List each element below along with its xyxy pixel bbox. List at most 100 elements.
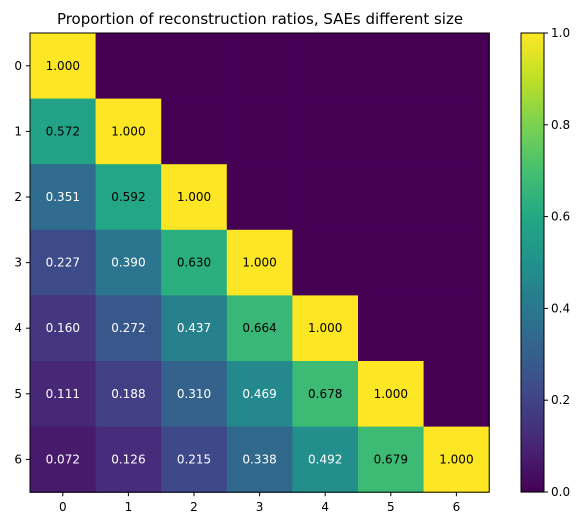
colorbar-segment	[521, 457, 544, 462]
heatmap-cell	[161, 33, 228, 100]
colorbar-segment	[521, 258, 544, 264]
colorbar-segment	[521, 224, 544, 229]
heatmap-cell	[30, 164, 97, 231]
colorbar-segment	[521, 396, 544, 401]
heatmap-cell	[358, 98, 425, 165]
colorbar-segment	[521, 247, 544, 252]
colorbar-segment	[521, 381, 544, 386]
cell-value-label: 1.000	[111, 124, 145, 138]
colorbar-segment	[521, 469, 544, 474]
cell-value-label: 1.000	[177, 190, 211, 204]
colorbar-segment	[521, 216, 544, 222]
colorbar-segment	[521, 109, 544, 114]
colorbar-segment	[521, 90, 544, 95]
colorbar-segment	[521, 63, 544, 69]
colorbar-segment	[521, 438, 544, 443]
x-tick-label: 3	[256, 500, 264, 514]
colorbar-segment	[521, 312, 544, 317]
cell-value-label: 0.227	[46, 256, 80, 270]
colorbar-segment	[521, 186, 544, 191]
colorbar-segment	[521, 220, 544, 225]
colorbar-segment	[521, 327, 544, 332]
colorbar-tick-label: 0.2	[551, 393, 570, 407]
colorbar-segment	[521, 33, 544, 38]
cell-value-label: 0.679	[374, 452, 408, 466]
heatmap-cell	[226, 229, 293, 296]
heatmap-cell	[30, 295, 97, 362]
heatmap-cell	[423, 229, 490, 296]
colorbar-segment	[521, 170, 544, 176]
heatmap-cell	[30, 426, 97, 493]
heatmap-cell	[226, 98, 293, 165]
colorbar-segment	[521, 132, 544, 137]
colorbar-segment	[521, 124, 544, 130]
chart-title: Proportion of reconstruction ratios, SAE…	[57, 10, 463, 28]
heatmap-cell	[226, 426, 293, 493]
y-tick-label: 1	[14, 124, 22, 138]
colorbar-segment	[521, 197, 544, 202]
colorbar-segment	[521, 316, 544, 321]
heatmap-cell	[95, 229, 162, 296]
colorbar-segment	[521, 212, 544, 218]
colorbar-segment	[521, 262, 544, 267]
colorbar-segment	[521, 335, 544, 340]
y-tick-label: 6	[14, 452, 22, 466]
colorbar-segment	[521, 308, 544, 313]
colorbar-segment	[521, 147, 544, 153]
colorbar-segment	[521, 342, 544, 348]
colorbar-segment	[521, 384, 544, 390]
colorbar-segment	[521, 52, 544, 57]
colorbar-segment	[521, 476, 544, 482]
heatmap-cell	[423, 361, 490, 428]
colorbar-segment	[521, 346, 544, 352]
colorbar-segment	[521, 400, 544, 405]
cell-value-label: 0.338	[242, 452, 276, 466]
colorbar-segment	[521, 488, 544, 493]
heatmap-cell	[95, 164, 162, 231]
heatmap-cell	[30, 33, 97, 100]
colorbar-segment	[521, 166, 544, 172]
colorbar-segment	[521, 365, 544, 371]
colorbar-segment	[521, 105, 544, 111]
x-tick-label: 5	[387, 500, 395, 514]
colorbar-segment	[521, 296, 544, 302]
colorbar-segment	[521, 94, 544, 99]
x-tick-label: 2	[190, 500, 198, 514]
cell-value-label: 0.126	[111, 452, 145, 466]
colorbar-segment	[521, 159, 544, 164]
heatmap-cell	[161, 229, 228, 296]
colorbar-segment	[521, 270, 544, 275]
colorbar-segment	[521, 331, 544, 336]
colorbar-segment	[521, 392, 544, 397]
colorbar-segment	[521, 289, 544, 294]
heatmap-cell	[292, 229, 359, 296]
cell-value-label: 0.572	[46, 124, 80, 138]
colorbar-segment	[521, 319, 544, 325]
colorbar-segment	[521, 163, 544, 168]
heatmap-cell	[161, 164, 228, 231]
colorbar-segment	[521, 208, 544, 214]
x-tick-label: 1	[125, 500, 133, 514]
colorbar-segment	[521, 48, 544, 53]
cell-value-label: 0.111	[46, 387, 80, 401]
cell-value-label: 0.072	[46, 452, 80, 466]
heatmap-cell	[161, 426, 228, 493]
colorbar-tick-label: 1.0	[551, 26, 570, 40]
cell-value-label: 0.188	[111, 387, 145, 401]
colorbar-segment	[521, 480, 544, 485]
colorbar-segment	[521, 151, 544, 156]
heatmap-cell	[226, 33, 293, 100]
colorbar-segment	[521, 430, 544, 436]
y-tick-label: 4	[14, 321, 22, 335]
heatmap-cell	[292, 426, 359, 493]
colorbar-segment	[521, 231, 544, 237]
colorbar-segment	[521, 404, 544, 409]
y-axis: 0 1 2 3 4 5 6	[14, 59, 30, 466]
colorbar-segment	[521, 285, 544, 290]
heatmap-cell	[292, 33, 359, 100]
colorbar-segment	[521, 304, 544, 309]
cell-value-label: 1.000	[308, 321, 342, 335]
heatmap-cell	[423, 164, 490, 231]
colorbar-segment	[521, 174, 544, 179]
heatmap-cell	[292, 164, 359, 231]
